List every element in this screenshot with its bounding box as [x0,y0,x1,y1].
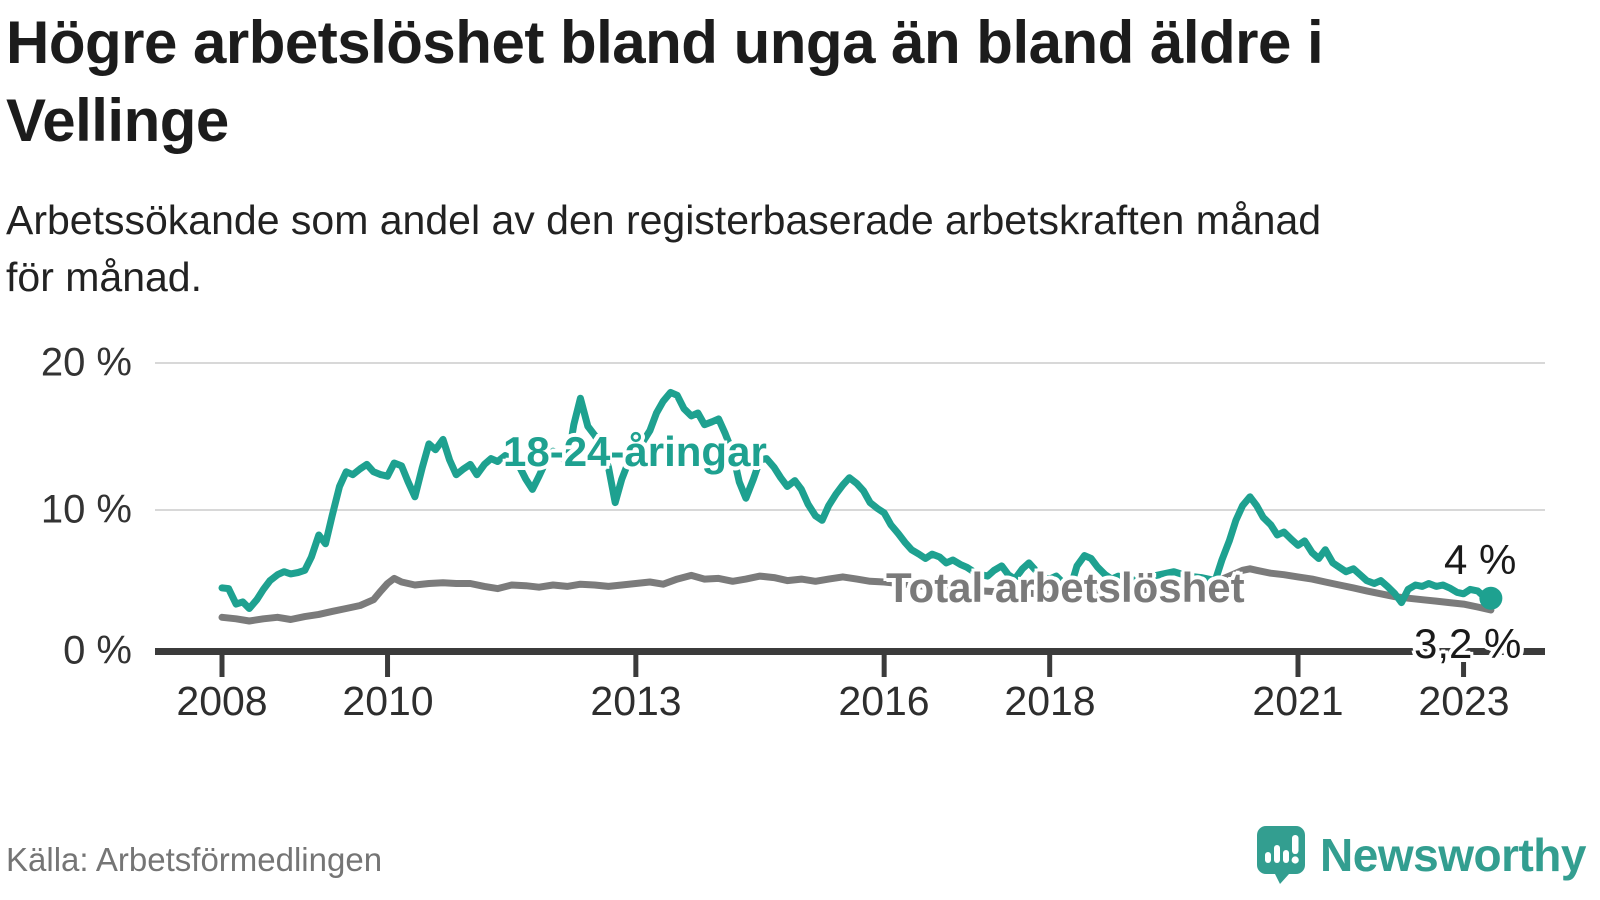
chart-line-young [218,388,1495,612]
end-dot-young [1479,586,1503,610]
x-axis-label-2016: 2016 [838,678,930,724]
x-axis-label-2023: 2023 [1418,678,1510,724]
x-axis-label-2018: 2018 [1004,678,1096,724]
subtitle-line-2: för månad. [6,254,202,300]
end-value-total: 3,2 % [1414,620,1522,667]
title-line-2: Vellinge [6,87,229,154]
x-axis-label-2008: 2008 [176,678,268,724]
newsworthy-logo-icon [1256,825,1306,885]
series-label-total: Total arbetslöshet [886,564,1245,611]
newsworthy-wordmark: Newsworthy [1320,829,1586,881]
source-credit: Källa: Arbetsförmedlingen [6,841,383,878]
end-value-young: 4 % [1444,536,1517,583]
y-axis-label-10: 10 % [40,487,132,532]
page-title: Högre arbetslöshet bland unga än bland ä… [6,4,1586,160]
series-label-young: 18-24-åringar [503,428,767,475]
speech-bubble-shape [1257,826,1306,884]
x-axis-label-2021: 2021 [1252,678,1344,724]
y-axis-label-20: 20 % [40,340,132,385]
y-axis-label-0: 0 % [63,628,132,673]
chart-subtitle: Arbetssökande som andel av den registerb… [6,192,1586,306]
chart-line-total [218,565,1495,625]
x-axis-label-2013: 2013 [590,678,682,724]
subtitle-line-1: Arbetssökande som andel av den registerb… [6,197,1322,243]
x-axis-label-2010: 2010 [342,678,434,724]
title-line-1: Högre arbetslöshet bland unga än bland ä… [6,9,1324,76]
newsworthy-logo: Newsworthy [1256,820,1586,890]
